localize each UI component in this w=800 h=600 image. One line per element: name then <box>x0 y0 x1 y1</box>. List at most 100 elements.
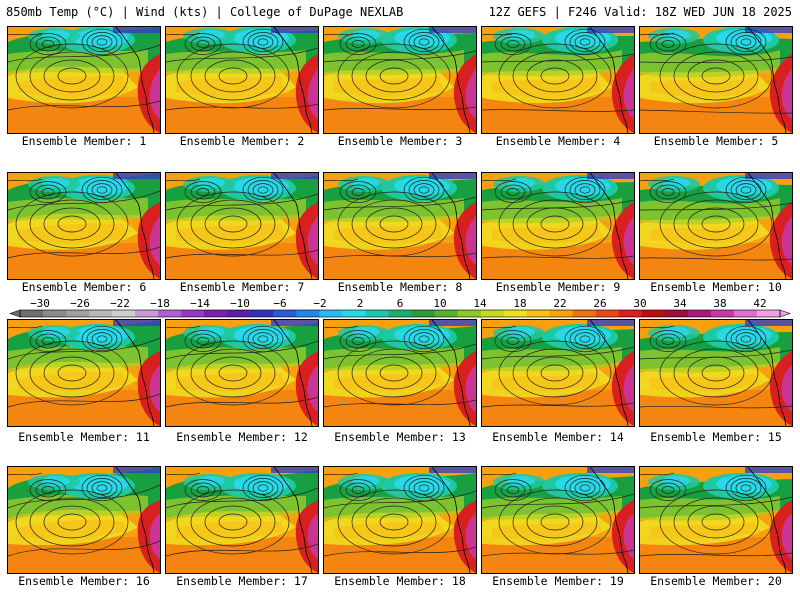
ensemble-map <box>640 320 792 426</box>
colorbar-tick-label: −30 <box>30 297 50 310</box>
colorbar-segment <box>20 310 44 317</box>
ensemble-map <box>8 467 160 573</box>
ensemble-member-panel[interactable] <box>323 172 477 280</box>
ensemble-member-caption: Ensemble Member: 15 <box>650 430 782 444</box>
ensemble-member-panel[interactable] <box>481 466 635 574</box>
colorbar-segment <box>388 310 413 317</box>
colorbar-segment <box>687 310 712 317</box>
ensemble-member-panel[interactable] <box>481 172 635 280</box>
ensemble-member-caption: Ensemble Member: 6 <box>21 280 147 294</box>
ensemble-member-caption: Ensemble Member: 18 <box>334 574 466 588</box>
ensemble-member-panel[interactable] <box>323 26 477 134</box>
colorbar-tick-label: −2 <box>313 297 326 310</box>
ensemble-member-panel[interactable] <box>323 466 477 574</box>
colorbar-segment <box>89 310 113 317</box>
ensemble-member-caption: Ensemble Member: 11 <box>18 430 150 444</box>
colorbar-tick-label: 14 <box>473 297 487 310</box>
ensemble-map <box>166 27 318 133</box>
colorbar-segment <box>503 310 528 317</box>
colorbar-segment <box>66 310 90 317</box>
ensemble-member-panel[interactable] <box>481 26 635 134</box>
colorbar-tick-label: 2 <box>357 297 364 310</box>
ensemble-member-caption: Ensemble Member: 12 <box>176 430 308 444</box>
ensemble-map <box>324 173 476 279</box>
ensemble-member-panel[interactable] <box>7 26 161 134</box>
ensemble-member-caption: Ensemble Member: 16 <box>18 574 150 588</box>
colorbar-tick-label: −10 <box>230 297 250 310</box>
ensemble-member-panel[interactable] <box>165 26 319 134</box>
colorbar-segment <box>273 310 297 317</box>
ensemble-member-caption: Ensemble Member: 19 <box>492 574 624 588</box>
colorbar-segment <box>43 310 67 317</box>
ensemble-member-panel[interactable] <box>639 466 793 574</box>
ensemble-member-panel[interactable] <box>165 319 319 427</box>
colorbar-min-arrow <box>9 309 21 318</box>
ensemble-member-panel[interactable] <box>481 319 635 427</box>
colorbar-segment <box>664 310 689 317</box>
colorbar-segment <box>756 310 781 317</box>
colorbar-tick-label: 38 <box>713 297 726 310</box>
colorbar-segment <box>457 310 482 317</box>
ensemble-member-caption: Ensemble Member: 1 <box>21 134 147 148</box>
model-run-info: 12Z GEFS | F246 Valid: 18Z WED JUN 18 20… <box>488 5 792 19</box>
ensemble-map <box>482 27 634 133</box>
colorbar-segment <box>618 310 643 317</box>
ensemble-member-panel[interactable] <box>639 26 793 134</box>
ensemble-member-panel[interactable] <box>639 319 793 427</box>
colorbar-segment <box>733 310 758 317</box>
ensemble-map <box>324 467 476 573</box>
map-title: 850mb Temp (°C) | Wind (kts) | College o… <box>6 5 404 19</box>
colorbar-tick-label: 18 <box>513 297 526 310</box>
colorbar-tick-label: −18 <box>150 297 170 310</box>
ensemble-map <box>640 467 792 573</box>
colorbar-segment <box>204 310 228 317</box>
colorbar-segment <box>250 310 274 317</box>
colorbar-tick-label: 22 <box>553 297 566 310</box>
ensemble-member-caption: Ensemble Member: 7 <box>179 280 305 294</box>
colorbar-tick-label: −22 <box>110 297 130 310</box>
colorbar-segment <box>641 310 666 317</box>
ensemble-map <box>640 173 792 279</box>
ensemble-member-caption: Ensemble Member: 8 <box>337 280 463 294</box>
colorbar-segment <box>342 310 367 317</box>
colorbar-tick-label: 26 <box>593 297 606 310</box>
ensemble-member-caption: Ensemble Member: 20 <box>650 574 782 588</box>
colorbar-tick-label: 10 <box>433 297 446 310</box>
ensemble-map <box>324 27 476 133</box>
ensemble-member-panel[interactable] <box>7 319 161 427</box>
colorbar-segment <box>526 310 551 317</box>
colorbar-segment <box>434 310 459 317</box>
temperature-colorbar: −30 −26 −22 −18 −14 −10 −6 −2 2 6 10 14 18 22 26 30 34 38… <box>8 297 792 321</box>
ensemble-map <box>8 173 160 279</box>
colorbar-segment <box>181 310 205 317</box>
ensemble-map <box>166 173 318 279</box>
ensemble-map <box>640 27 792 133</box>
colorbar-segment <box>158 310 182 317</box>
colorbar-tick-label: −6 <box>273 297 286 310</box>
ensemble-member-caption: Ensemble Member: 17 <box>176 574 308 588</box>
ensemble-map <box>482 173 634 279</box>
colorbar-segment <box>227 310 251 317</box>
ensemble-member-caption: Ensemble Member: 3 <box>337 134 463 148</box>
ensemble-member-panel[interactable] <box>323 319 477 427</box>
colorbar-segment <box>135 310 159 317</box>
ensemble-member-caption: Ensemble Member: 10 <box>650 280 782 294</box>
colorbar-tick-label: −26 <box>70 297 90 310</box>
colorbar-tick-label: −14 <box>190 297 210 310</box>
ensemble-member-panel[interactable] <box>165 466 319 574</box>
ensemble-member-panel[interactable] <box>7 466 161 574</box>
ensemble-member-caption: Ensemble Member: 2 <box>179 134 305 148</box>
colorbar-tick-label: 6 <box>397 297 404 310</box>
colorbar-segment <box>296 310 320 317</box>
ensemble-member-panel[interactable] <box>165 172 319 280</box>
ensemble-member-caption: Ensemble Member: 5 <box>653 134 779 148</box>
ensemble-member-panel[interactable] <box>639 172 793 280</box>
ensemble-map <box>482 320 634 426</box>
colorbar-segment <box>595 310 620 317</box>
colorbar-tick-label: 42 <box>753 297 766 310</box>
ensemble-member-panel[interactable] <box>7 172 161 280</box>
ensemble-map <box>166 320 318 426</box>
colorbar-segment <box>480 310 505 317</box>
colorbar-max-arrow <box>779 309 791 318</box>
colorbar-segment <box>411 310 436 317</box>
